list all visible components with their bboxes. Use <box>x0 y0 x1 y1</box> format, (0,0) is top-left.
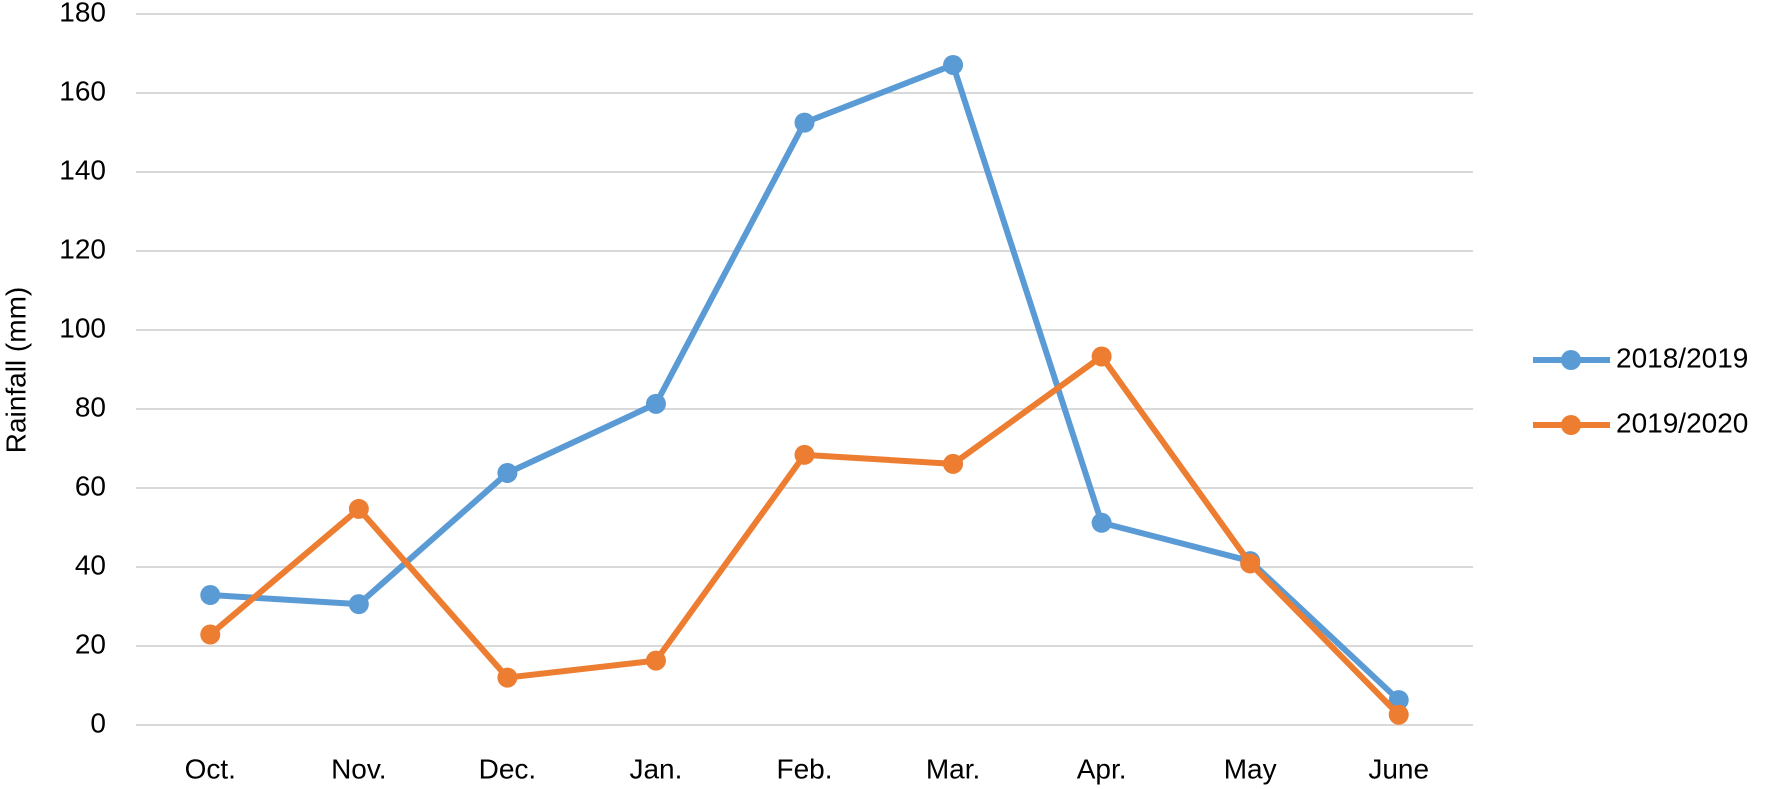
data-point <box>497 462 518 483</box>
y-tick-label: 120 <box>59 233 106 264</box>
x-tick-label: Nov. <box>331 753 387 784</box>
data-point <box>794 444 815 465</box>
legend-label: 2019/2020 <box>1616 407 1748 438</box>
data-point <box>943 54 964 75</box>
x-tick-label: Feb. <box>776 753 832 784</box>
y-tick-label: 40 <box>75 549 106 580</box>
legend-marker <box>1561 415 1581 435</box>
data-point <box>497 667 518 688</box>
data-point <box>943 453 964 474</box>
y-tick-label: 180 <box>59 0 106 27</box>
data-point <box>200 624 221 645</box>
x-tick-label: Apr. <box>1077 753 1127 784</box>
series-line <box>210 61 1401 703</box>
data-point <box>348 498 369 519</box>
y-axis-label: Rainfall (mm) <box>0 287 31 453</box>
data-point <box>1388 690 1409 711</box>
data-point <box>348 594 369 615</box>
x-tick-label: Mar. <box>926 753 980 784</box>
data-point <box>794 112 815 133</box>
x-tick-label: May <box>1224 753 1277 784</box>
data-point <box>1240 553 1261 574</box>
legend-label: 2018/2019 <box>1616 342 1748 373</box>
x-tick-label: Jan. <box>629 753 682 784</box>
y-tick-label: 80 <box>75 391 106 422</box>
data-point <box>1388 704 1409 725</box>
series-line <box>208 353 1401 717</box>
data-point <box>1091 512 1112 533</box>
y-tick-label: 20 <box>75 628 106 659</box>
y-tick-label: 160 <box>59 75 106 106</box>
data-point <box>645 393 666 414</box>
x-tick-label: Dec. <box>479 753 537 784</box>
data-point <box>1091 346 1112 367</box>
y-tick-label: 140 <box>59 154 106 185</box>
data-point <box>645 650 666 671</box>
x-tick-label: June <box>1368 753 1429 784</box>
x-tick-label: Oct. <box>185 753 236 784</box>
y-tick-label: 0 <box>90 707 106 738</box>
y-tick-label: 100 <box>59 312 106 343</box>
y-tick-label: 60 <box>75 470 106 501</box>
data-point <box>200 585 221 606</box>
legend-marker <box>1561 350 1581 370</box>
